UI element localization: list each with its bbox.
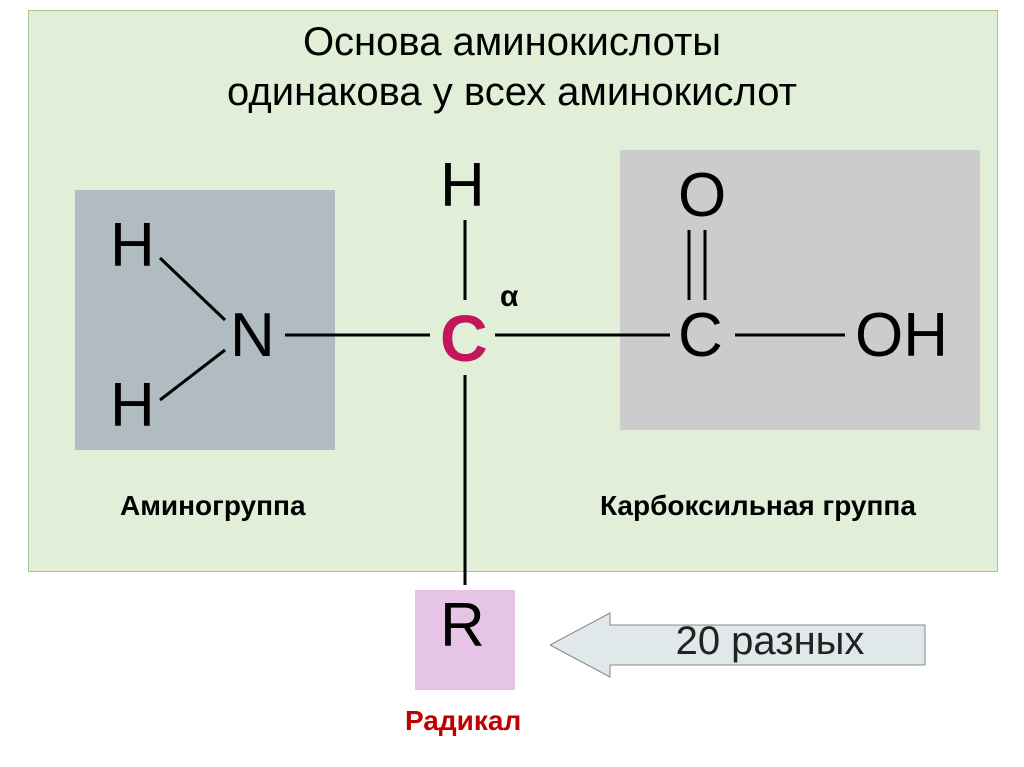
atom-n: N bbox=[230, 300, 275, 371]
atom-c-center: C bbox=[440, 300, 488, 376]
atom-h-amino-top: H bbox=[110, 210, 155, 281]
atom-r: R bbox=[440, 590, 485, 661]
atom-h-top: H bbox=[440, 150, 485, 221]
atom-h-amino-bottom: H bbox=[110, 370, 155, 441]
atom-c-carboxyl: C bbox=[678, 300, 723, 371]
variants-callout-text: 20 разных bbox=[620, 619, 920, 664]
amino-group-label: Аминогруппа bbox=[120, 490, 306, 522]
alpha-label: α bbox=[500, 280, 518, 314]
carboxyl-group-label: Карбоксильная группа bbox=[600, 490, 916, 522]
radical-label: Радикал bbox=[405, 705, 521, 737]
atom-oh: OH bbox=[855, 300, 948, 371]
atom-o-top: O bbox=[678, 160, 726, 231]
variants-callout: 20 разных bbox=[550, 605, 930, 685]
